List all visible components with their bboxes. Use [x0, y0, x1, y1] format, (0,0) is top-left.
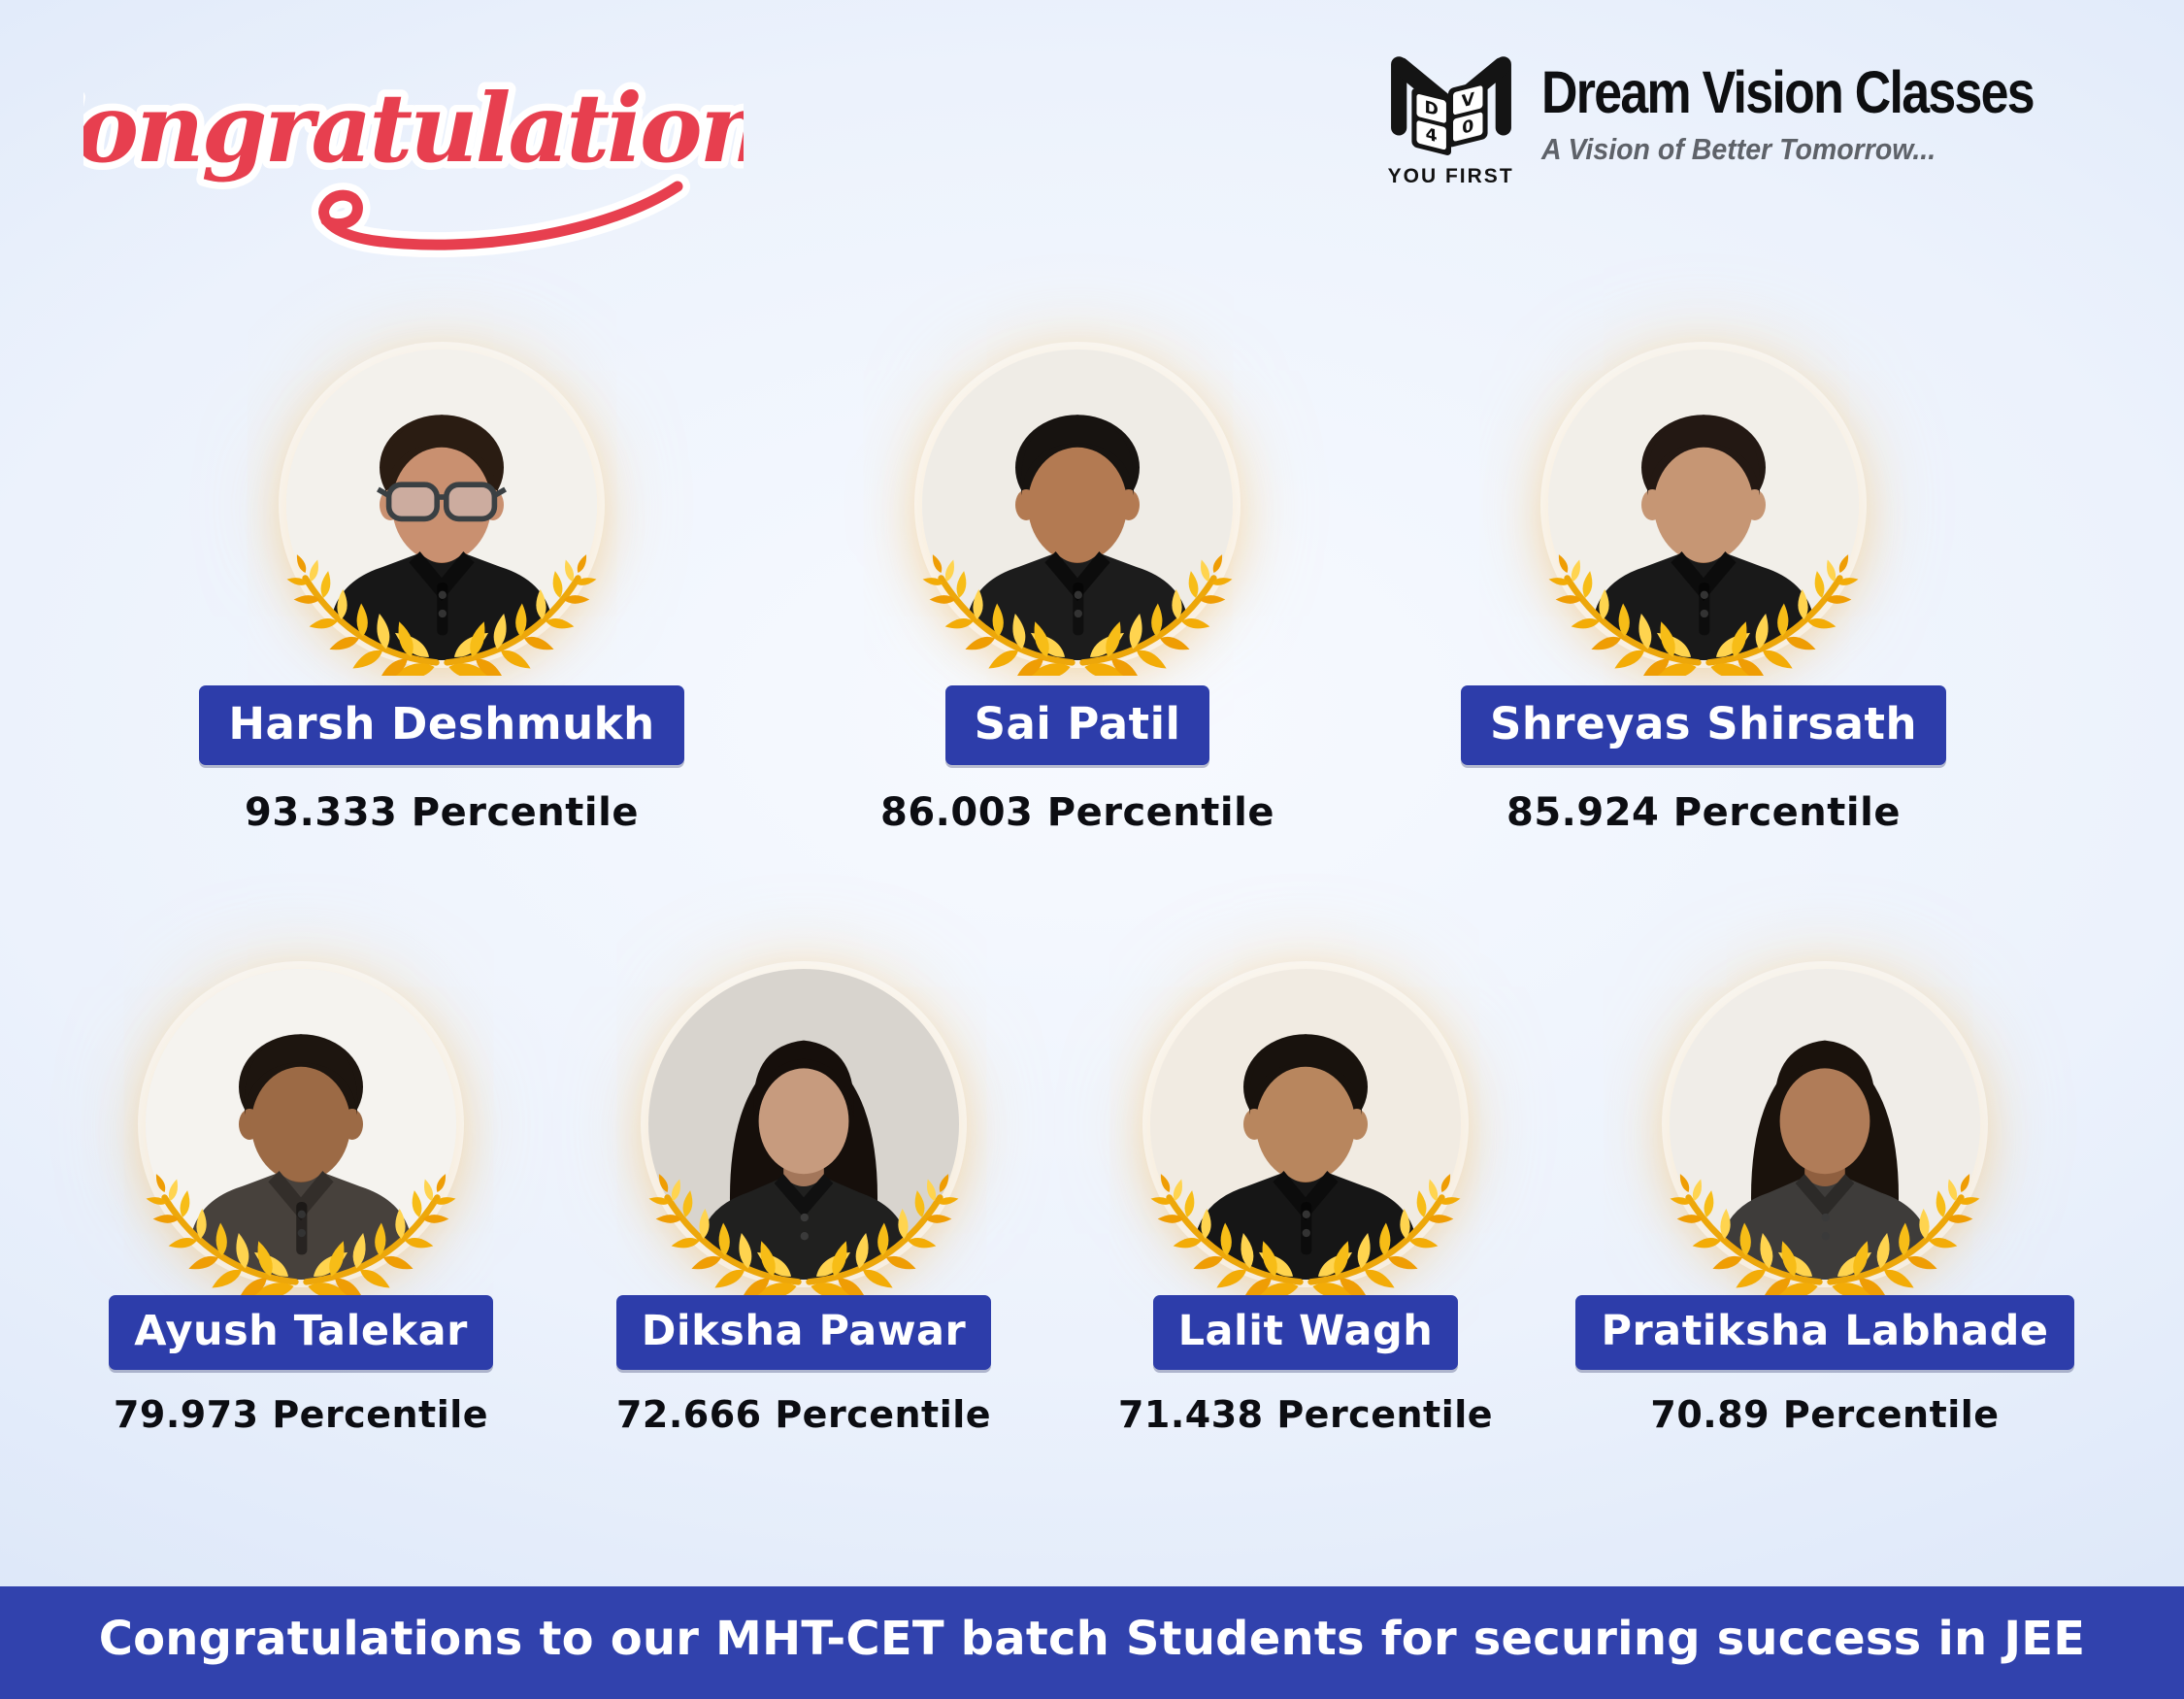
student-photo: [648, 969, 959, 1280]
laurel-wreath-icon: [1515, 540, 1892, 676]
student-name-badge: Ayush Talekar: [109, 1295, 493, 1370]
laurel-wreath-icon: [253, 540, 630, 676]
student-percentile: 86.003 Percentile: [880, 790, 1274, 835]
student-card: Harsh Deshmukh 93.333 Percentile: [131, 350, 752, 835]
laurel-wreath-icon: [113, 1159, 489, 1295]
brand-motto: YOU FIRST: [1387, 165, 1514, 187]
logo-letter-0: 0: [1462, 117, 1473, 139]
student-photo: [1150, 969, 1461, 1280]
student-photo: [922, 350, 1233, 660]
laurel-wreath-icon: [1117, 1159, 1494, 1295]
script-swash: [318, 181, 683, 250]
student-card: Ayush Talekar 79.973 Percentile: [39, 969, 563, 1436]
student-photo: [1548, 350, 1859, 660]
book-m-logo-icon: D 4 V 0: [1390, 56, 1511, 155]
student-percentile: 70.89 Percentile: [1650, 1393, 2000, 1436]
congratulations-script: Congratulations: [83, 66, 744, 258]
student-photo: [286, 350, 597, 660]
student-percentile: 72.666 Percentile: [615, 1393, 992, 1436]
student-percentile: 85.924 Percentile: [1506, 790, 1901, 835]
brand-logo: D 4 V 0 YOU FIRST: [1384, 49, 1518, 188]
student-card: Shreyas Shirsath 85.924 Percentile: [1393, 350, 2014, 835]
student-name-badge: Harsh Deshmukh: [199, 685, 684, 765]
laurel-wreath-icon: [1637, 1159, 2013, 1295]
student-name-badge: Pratiksha Labhade: [1575, 1295, 2074, 1370]
student-photo: [146, 969, 456, 1280]
student-card: Lalit Wagh 71.438 Percentile: [1043, 969, 1568, 1436]
student-percentile: 71.438 Percentile: [1117, 1393, 1494, 1436]
logo-letter-v: V: [1461, 89, 1474, 112]
student-percentile: 79.973 Percentile: [113, 1393, 489, 1436]
student-photo: [1670, 969, 1980, 1280]
student-name-badge: Lalit Wagh: [1152, 1295, 1459, 1370]
brand-lockup: D 4 V 0 YOU FIRST Dream Vision Classes A…: [1384, 49, 2120, 188]
brand-tagline: A Vision of Better Tomorrow...: [1540, 132, 1936, 166]
brand-name: Dream Vision Classes: [1540, 59, 2035, 125]
logo-letter-d: D: [1424, 98, 1438, 120]
brand-text: Dream Vision Classes A Vision of Better …: [1541, 49, 2120, 167]
student-card: Diksha Pawar 72.666 Percentile: [542, 969, 1066, 1436]
footer-banner: Congratulations to our MHT-CET batch Stu…: [0, 1586, 2184, 1699]
student-name-badge: Diksha Pawar: [615, 1295, 992, 1370]
congratulations-script-text: Congratulations: [83, 73, 744, 183]
student-percentile: 93.333 Percentile: [245, 790, 639, 835]
logo-letter-4: 4: [1425, 125, 1437, 148]
student-name-badge: Shreyas Shirsath: [1460, 685, 1947, 765]
student-card: Pratiksha Labhade 70.89 Percentile: [1563, 969, 2087, 1436]
student-card: Sai Patil 86.003 Percentile: [767, 350, 1388, 835]
laurel-wreath-icon: [615, 1159, 992, 1295]
banner-message: Congratulations to our MHT-CET batch Stu…: [98, 1612, 2086, 1666]
laurel-wreath-icon: [889, 540, 1266, 676]
student-name-badge: Sai Patil: [944, 685, 1210, 765]
